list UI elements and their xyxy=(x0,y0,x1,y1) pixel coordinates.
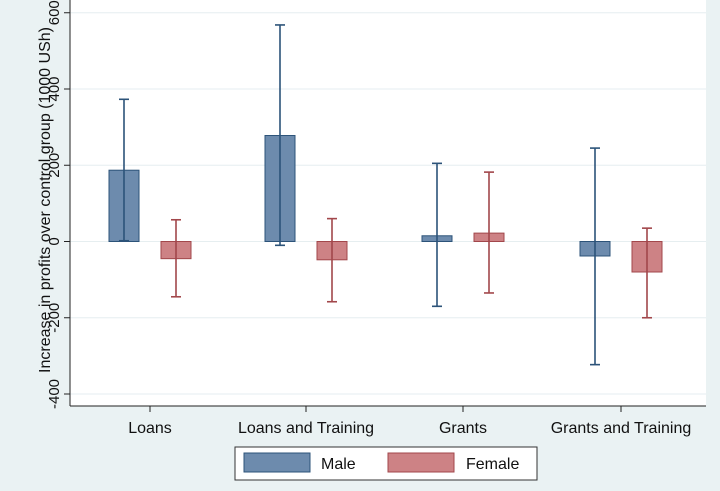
y-tick-label: -400 xyxy=(46,379,63,409)
legend-swatch-female xyxy=(387,452,455,473)
y-tick-label: 600 xyxy=(46,0,63,25)
legend: Male Female xyxy=(234,446,538,481)
y-tick-label: 200 xyxy=(46,153,63,178)
x-tick-label: Loans xyxy=(128,420,172,437)
error-bars xyxy=(119,24,652,366)
legend-label-female: Female xyxy=(466,456,519,473)
y-tick-label: 400 xyxy=(46,76,63,101)
y-axis-label: Increase in profits over control group (… xyxy=(37,27,54,373)
y-tick-label: -200 xyxy=(46,303,63,333)
legend-swatch-male xyxy=(243,452,311,473)
axes: -400 -200 0 200 400 600 Loans Loans and Trainin… xyxy=(46,0,706,437)
x-tick-label: Grants xyxy=(439,420,487,437)
x-tick-label: Loans and Training xyxy=(238,420,374,437)
x-tick-label: Grants and Training xyxy=(551,420,692,437)
plot-area xyxy=(70,0,706,406)
legend-label-male: Male xyxy=(321,456,356,473)
y-tick-label: 0 xyxy=(46,237,63,245)
